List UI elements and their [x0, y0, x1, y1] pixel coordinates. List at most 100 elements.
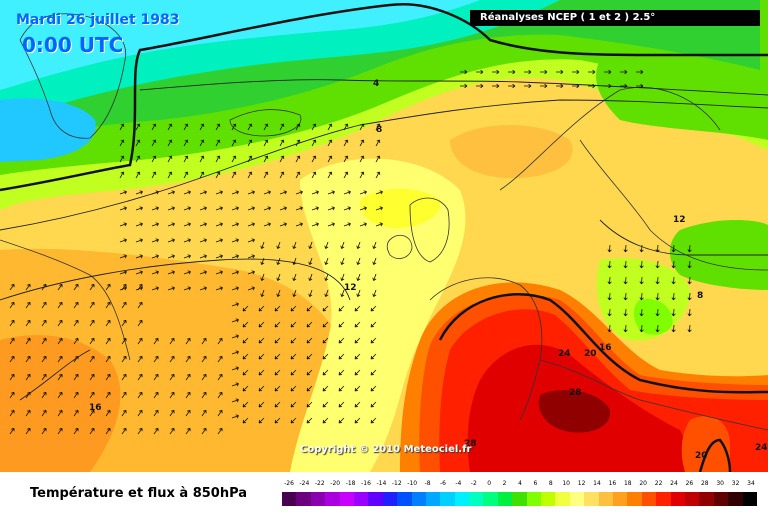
wind-arrow	[217, 391, 223, 399]
wind-arrow	[151, 206, 159, 211]
wind-arrow	[354, 401, 361, 408]
wind-arrow	[260, 289, 265, 297]
wind-arrow	[340, 257, 345, 265]
wind-arrow	[338, 385, 345, 392]
wind-arrow	[375, 206, 383, 211]
wind-arrow	[215, 155, 221, 163]
wind-arrow	[308, 241, 313, 249]
wind-arrow	[276, 241, 281, 249]
legend-tick-label: 14	[593, 480, 601, 487]
wind-arrow	[508, 69, 516, 75]
legend-swatch	[425, 492, 441, 506]
wind-arrow	[263, 190, 271, 195]
wind-arrow	[356, 273, 361, 281]
wind-arrow	[655, 244, 660, 253]
legend-tick-label: -20	[330, 480, 341, 487]
wind-arrow	[359, 206, 367, 211]
wind-arrow	[460, 83, 468, 89]
wind-arrow	[57, 409, 63, 417]
wind-arrow	[247, 222, 255, 227]
wind-arrow	[295, 139, 301, 147]
wind-arrow	[290, 353, 297, 360]
wind-arrow	[242, 369, 249, 376]
wind-arrow	[308, 289, 313, 297]
isotherm-label: 8	[697, 291, 703, 301]
wind-arrow	[274, 321, 281, 328]
wind-arrow	[231, 270, 239, 275]
wind-arrow	[135, 155, 141, 163]
wind-arrow	[636, 69, 644, 75]
wind-arrow	[279, 139, 285, 147]
wind-arrow	[588, 83, 596, 89]
wind-arrow	[279, 222, 287, 227]
wind-arrow	[25, 301, 31, 309]
wind-arrow	[135, 206, 143, 211]
legend-swatch	[541, 492, 556, 506]
wind-arrow	[258, 417, 265, 424]
wind-arrow	[119, 270, 127, 275]
wind-arrow	[274, 401, 281, 408]
wind-arrow	[636, 83, 644, 89]
isotherm-label: 24	[558, 349, 571, 359]
wind-arrow	[135, 238, 143, 243]
wind-arrow	[359, 139, 365, 147]
wind-arrow	[375, 155, 381, 163]
wind-arrow	[687, 308, 692, 317]
wind-arrow	[324, 257, 329, 265]
isotherm-label: 4	[373, 79, 379, 89]
wind-arrow	[276, 257, 281, 265]
wind-arrow	[89, 373, 95, 381]
wind-arrow	[306, 401, 313, 408]
legend-tick-label: 32	[731, 480, 740, 487]
legend-swatch	[742, 492, 757, 506]
wind-arrow	[295, 206, 303, 211]
wind-arrow	[340, 273, 345, 281]
wind-arrow	[119, 139, 125, 147]
wind-arrow	[671, 308, 676, 317]
wind-arrow	[41, 355, 47, 363]
legend-swatch	[368, 492, 383, 506]
wind-arrow	[607, 324, 612, 333]
wind-arrow	[151, 254, 159, 259]
wind-arrow	[105, 319, 111, 327]
wind-arrow	[338, 353, 345, 360]
wind-arrow	[279, 206, 287, 211]
wind-arrow	[167, 238, 175, 243]
wind-arrow	[354, 417, 361, 424]
wind-arrow	[340, 241, 345, 249]
wind-arrow	[247, 254, 255, 259]
copyright-notice: Copyright © 2010 Meteociel.fr	[300, 444, 472, 455]
wind-arrow	[215, 139, 221, 147]
legend-swatch	[569, 492, 585, 506]
wind-arrow	[327, 155, 333, 163]
wind-arrow	[231, 222, 239, 227]
wind-arrow	[372, 289, 377, 297]
wind-arrow	[153, 391, 159, 399]
wind-arrow	[231, 414, 239, 419]
legend-tick-label: 18	[623, 480, 632, 487]
wind-arrow	[135, 190, 143, 195]
wind-arrow	[290, 401, 297, 408]
wind-arrow	[623, 292, 628, 301]
legend-tick-label: -14	[376, 480, 387, 487]
wind-arrow	[231, 171, 237, 179]
temperature-map: 4 8 12 12 16 8 24 20 16 28 28 20 24	[0, 0, 768, 472]
wind-arrow	[295, 190, 303, 195]
wind-arrow	[183, 238, 191, 243]
legend-swatch	[339, 492, 354, 506]
wind-arrow	[151, 190, 159, 195]
wind-arrow	[623, 260, 628, 269]
wind-arrow	[655, 260, 660, 269]
wind-arrow	[217, 427, 223, 435]
wind-arrow	[231, 350, 239, 355]
wind-arrow	[89, 301, 95, 309]
wind-arrow	[215, 171, 221, 179]
wind-arrow	[217, 355, 223, 363]
wind-arrow	[370, 417, 377, 424]
wind-arrow	[41, 391, 47, 399]
wind-arrow	[258, 369, 265, 376]
wind-arrow	[183, 206, 191, 211]
wind-arrow	[169, 427, 175, 435]
wind-arrow	[343, 123, 349, 131]
